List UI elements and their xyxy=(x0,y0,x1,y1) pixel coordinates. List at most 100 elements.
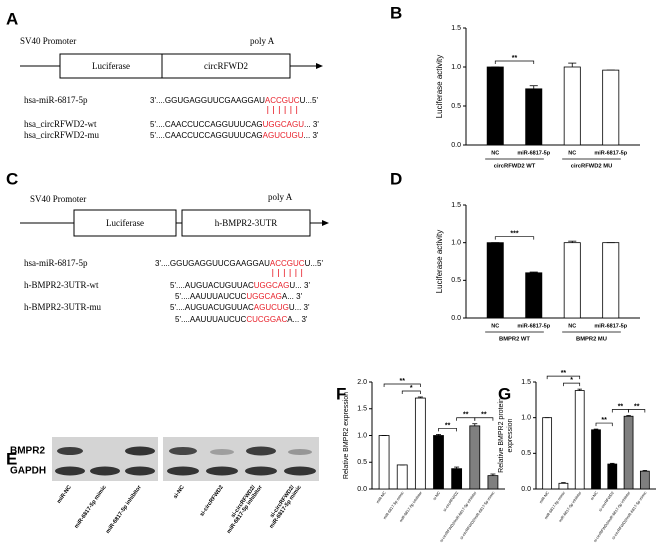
bar xyxy=(525,88,543,146)
bar xyxy=(602,242,620,319)
sequence-label: h-BMPR2-3UTR-wt xyxy=(24,280,99,290)
bar xyxy=(487,475,499,490)
y-tick-label: 1.5 xyxy=(521,379,531,386)
y-tick-label: 0.5 xyxy=(521,450,531,457)
significance-label: ** xyxy=(634,403,640,410)
x-tick-label: si-circRFWD2/miR-6817-5p mimic xyxy=(611,491,647,540)
y-tick-label: 1.5 xyxy=(451,202,461,209)
y-axis-label: Luciferase activity xyxy=(435,230,444,294)
sequence-part: ACCGUC xyxy=(265,96,300,105)
bar xyxy=(623,415,634,490)
arrow-head xyxy=(316,63,323,69)
x-tick-label: NC xyxy=(491,323,499,329)
significance-label: ** xyxy=(481,412,487,419)
x-tick-label: si-NC xyxy=(432,491,441,501)
x-tick-label: si-NC xyxy=(590,491,599,501)
bar xyxy=(591,429,601,490)
band xyxy=(210,449,234,455)
x-tick-label: NC xyxy=(568,150,576,156)
band xyxy=(246,446,276,456)
band xyxy=(125,446,155,456)
bar xyxy=(563,66,581,146)
y-tick-label: 1.5 xyxy=(357,406,367,413)
sequence-part: ACCGUC xyxy=(270,259,305,268)
reporter-label: Luciferase xyxy=(92,61,130,71)
sequence-part: CUCGGAC xyxy=(246,315,287,324)
insert-box xyxy=(181,209,311,237)
y-tick-label: 0.5 xyxy=(451,103,461,110)
y-tick-label: 0.0 xyxy=(451,315,461,322)
band xyxy=(288,449,312,455)
bar xyxy=(558,482,569,490)
significance-label: ** xyxy=(618,403,624,410)
significance-label: ** xyxy=(463,412,469,419)
insert-label: h-BMPR2-3UTR xyxy=(215,218,278,228)
lane-label: miR-6817-5p mimic xyxy=(74,485,108,530)
sequence-part: 3'....GGUGAGGUUCGAAGGAU xyxy=(155,259,270,268)
significance-bracket xyxy=(494,60,535,64)
sequence: 5'....CAACCUCCAGGUUUCAGUGGCAGU... 3' xyxy=(150,120,319,129)
bands xyxy=(55,446,316,476)
sequence-label: hsa_circRFWD2-mu xyxy=(24,130,99,140)
arrow-head xyxy=(322,220,329,226)
x-tick-label: si-circRFWD2/miR-6817-5p inhibitor xyxy=(439,490,478,543)
sequence-part: 3'....GGUGAGGUUCGAAGGAU xyxy=(150,96,265,105)
bar xyxy=(451,468,463,490)
significance-bracket xyxy=(546,375,581,380)
y-tick-label: 1.0 xyxy=(451,240,461,247)
band xyxy=(245,466,277,476)
y-axis-label: Relative BMPR2 expression xyxy=(343,392,350,479)
insert-label: circRFWD2 xyxy=(204,61,248,71)
y-tick-label: 0.5 xyxy=(357,459,367,466)
sequence-part: A... 3' xyxy=(287,315,308,324)
significance-bracket xyxy=(401,390,421,394)
band xyxy=(55,466,85,476)
sequence-part: U... 3' xyxy=(289,303,310,312)
sequence-part: AGUCUG xyxy=(254,303,289,312)
sequence-part: U...5' xyxy=(305,259,324,268)
bar xyxy=(574,390,585,490)
protein-label: BMPR2 xyxy=(10,446,45,457)
reporter-box xyxy=(73,209,177,237)
significance-bracket xyxy=(563,382,581,387)
y-tick-label: 1.0 xyxy=(451,64,461,71)
significance-label: * xyxy=(410,385,413,392)
sequence-label: hsa-miR-6817-5p xyxy=(24,258,88,268)
lane-label: miR-6817-5p inhibitor xyxy=(105,484,143,535)
bar xyxy=(563,242,581,319)
panel-label: C xyxy=(6,169,18,188)
panel-label: G xyxy=(498,384,511,403)
sequence-part: 5'....AUGUACUGUUAC xyxy=(170,281,254,290)
sequence: 5'....AAUUUAUCUCUGGCAGA... 3' xyxy=(175,292,303,301)
sequence-part: U...5' xyxy=(300,96,319,105)
sequence-part: 5'....CAACCUCCAGGUUUCAG xyxy=(150,120,263,129)
panel-label: D xyxy=(390,169,402,188)
y-tick-label: 1.0 xyxy=(521,415,531,422)
y-axis-label: expression xyxy=(507,418,514,452)
western-blot: BMPR2 GAPDH xyxy=(10,437,319,481)
significance-label: ** xyxy=(445,422,451,429)
sequence-part: A... 3' xyxy=(282,292,303,301)
x-tick-label: si-circRFWD2/miR-6817-5p mimic xyxy=(459,491,495,540)
sequence: 3'....GGUGAGGUUCGAAGGAUACCGUCU...5' xyxy=(155,259,323,268)
significance-label: ** xyxy=(512,55,518,62)
reporter-box xyxy=(59,53,163,79)
sequence-part: 5'....AAUUUAUCUC xyxy=(175,315,247,324)
y-tick-label: 0.0 xyxy=(521,486,531,493)
lane-label: si-circRFWD2 xyxy=(199,485,225,518)
sequence-part: U... 3' xyxy=(289,281,310,290)
x-tick-label: miR-6817-5p xyxy=(594,323,627,329)
panel-label: A xyxy=(6,9,18,28)
y-tick-label: 1.0 xyxy=(357,432,367,439)
bar xyxy=(469,425,481,490)
band xyxy=(169,447,197,455)
x-tick-label: miR-NC xyxy=(539,491,550,505)
band xyxy=(90,466,120,476)
y-tick-label: 0.5 xyxy=(451,277,461,284)
sequence: 3'....GGUGAGGUUCGAAGGAUACCGUCU...5' xyxy=(150,96,318,105)
lane-label: si-NC xyxy=(173,485,186,500)
significance-label: ** xyxy=(601,417,607,424)
band xyxy=(206,466,238,476)
sequence: 5'....AAUUUAUCUCCUCGGACA... 3' xyxy=(175,315,308,324)
